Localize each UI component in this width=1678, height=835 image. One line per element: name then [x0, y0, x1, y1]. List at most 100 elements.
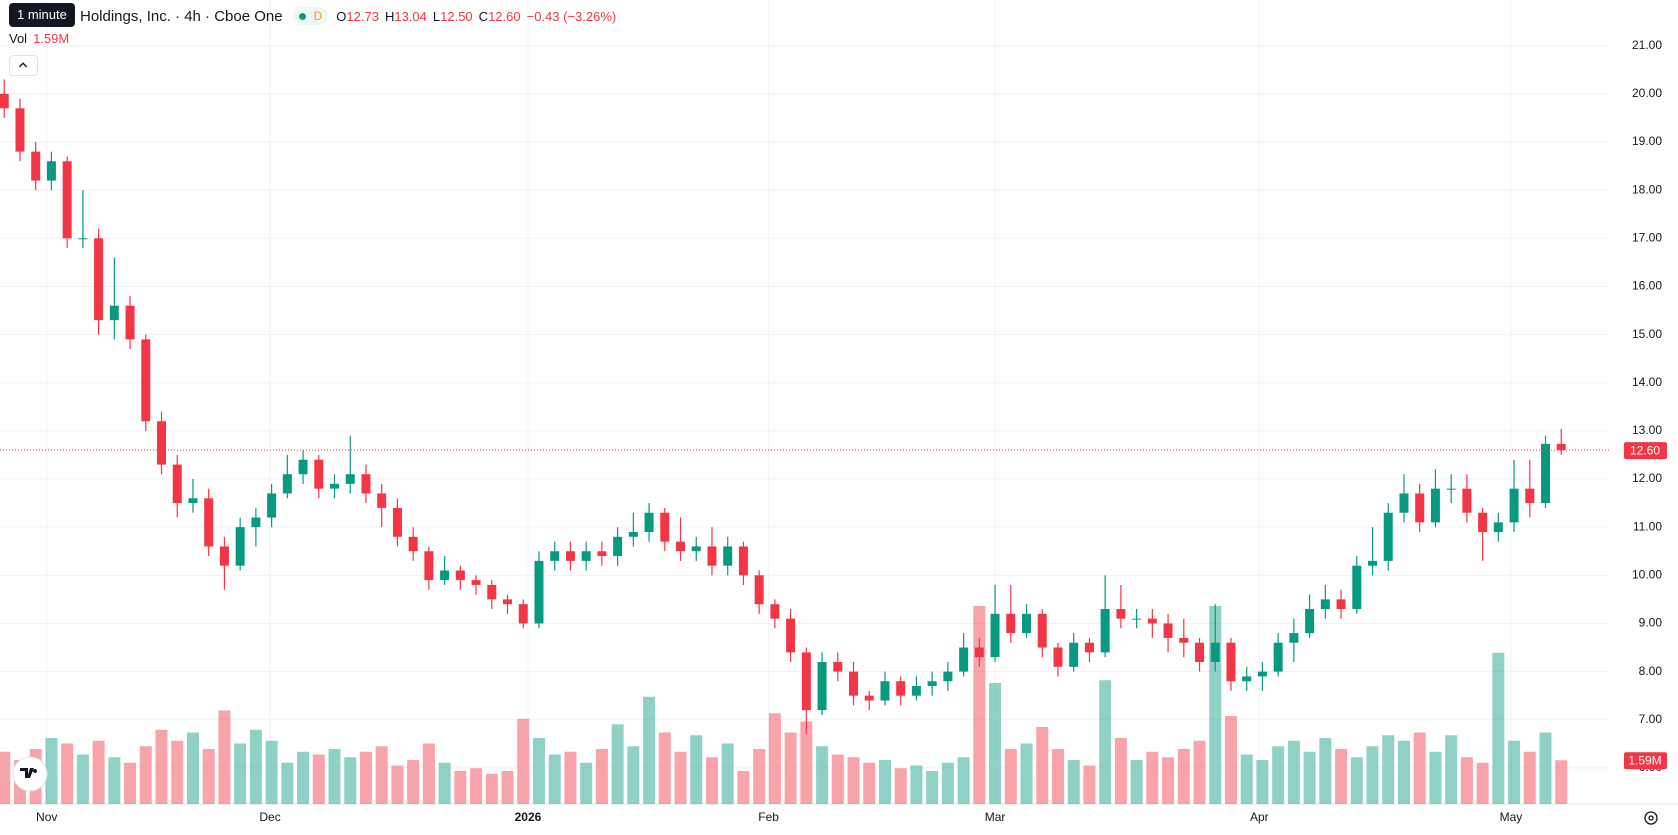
volume-bar: [359, 751, 372, 804]
candle-body: [1163, 623, 1173, 638]
candle-body: [487, 584, 497, 600]
candle-body: [644, 512, 654, 532]
status-badges[interactable]: D: [292, 7, 329, 25]
candle-body: [738, 546, 748, 576]
candle-body: [125, 305, 135, 340]
candle-body: [817, 661, 827, 711]
volume-bar: [186, 732, 199, 804]
volume-bar: [1130, 760, 1143, 804]
candle-body: [46, 161, 56, 181]
symbol-title[interactable]: Holdings, Inc. · 4h · Cboe One: [80, 7, 283, 25]
volume-bar: [800, 721, 813, 804]
volume-bar: [1051, 749, 1064, 804]
candle-body: [0, 93, 9, 109]
candle-body: [676, 541, 686, 552]
y-tick-label: 20.00: [1632, 86, 1662, 100]
volume-bar: [831, 754, 844, 804]
volume-bar: [61, 743, 74, 804]
candle-body: [660, 512, 670, 542]
candle-body: [78, 238, 88, 240]
candle-body: [31, 151, 41, 181]
candle-body: [251, 517, 261, 528]
candle-body: [691, 546, 701, 552]
candle-body: [1478, 512, 1488, 532]
volume-bar: [721, 743, 734, 804]
volume-bar: [218, 710, 231, 804]
volume-bar: [312, 754, 325, 804]
candle-body: [440, 570, 450, 581]
candle-body: [157, 421, 167, 465]
logo-mark: [20, 768, 38, 778]
candle-body: [361, 474, 371, 494]
ohlc-key: L: [432, 8, 441, 24]
candle-body: [471, 580, 481, 585]
candle-body: [723, 546, 733, 566]
volume-bar: [297, 751, 310, 804]
candle-body: [1352, 565, 1362, 610]
volume-bar: [580, 762, 593, 804]
x-tick-label: Dec: [259, 810, 280, 824]
candle-body: [911, 686, 921, 696]
volume-bar: [1397, 740, 1410, 804]
y-tick-label: 14.00: [1632, 375, 1662, 389]
volume-bar: [957, 757, 970, 804]
candle-body: [1242, 676, 1252, 682]
volume-bar: [894, 768, 907, 804]
y-tick-label: 17.00: [1632, 230, 1662, 244]
candle-body: [345, 474, 355, 484]
candle-body: [927, 681, 937, 687]
candle-body: [330, 483, 340, 489]
y-tick-label: 11.00: [1633, 519, 1662, 533]
volume-bar: [753, 749, 766, 804]
market-status-dot: [298, 12, 306, 20]
volume-bar: [281, 762, 294, 804]
candle-body: [1006, 613, 1016, 634]
ohlc-value: 12.60: [488, 8, 521, 24]
volume-bar: [1523, 751, 1536, 804]
volume-bar: [548, 754, 561, 804]
price-change: −0.43 (−3.26%): [526, 8, 617, 24]
candle-body: [974, 647, 984, 658]
volume-bar: [1476, 762, 1489, 804]
volume-bar: [973, 606, 986, 804]
volume-bar: [737, 771, 750, 804]
candle-body: [1179, 637, 1189, 643]
x-tick-label: Mar: [985, 810, 1006, 824]
y-tick-label: 13.00: [1632, 423, 1662, 437]
ohlc-values: O12.73 H13.04 L12.50 C12.60: [336, 9, 520, 24]
volume-bar: [658, 732, 671, 804]
volume-bar: [1067, 760, 1080, 804]
volume-bar: [1335, 749, 1348, 804]
volume-bar: [375, 746, 388, 804]
candle-body: [424, 551, 434, 581]
candle-body: [188, 498, 198, 504]
collapse-button[interactable]: [9, 55, 38, 76]
volume-bar: [1508, 740, 1521, 804]
volume-bar: [816, 746, 829, 804]
candle-body: [754, 575, 764, 605]
volume-bar: [1350, 757, 1363, 804]
volume-badge: [1624, 752, 1667, 770]
volume-bar: [690, 735, 703, 804]
volume-bar: [878, 760, 891, 804]
volume-bar: [1272, 746, 1285, 804]
ohlc-value: 12.50: [440, 8, 473, 24]
volume-bar: [1036, 727, 1049, 804]
y-tick-label: 21.00: [1632, 38, 1662, 52]
candle-body: [503, 599, 513, 605]
volume-bar: [926, 771, 939, 804]
candle-body: [707, 546, 717, 566]
volume-bar: [171, 740, 184, 804]
volume-bar: [611, 724, 624, 804]
volume-bar: [1445, 735, 1458, 804]
candle-body: [1257, 671, 1267, 677]
candle-body: [109, 305, 119, 321]
volume-bar: [328, 749, 341, 804]
ohlc-item: O12.73: [336, 9, 379, 24]
volume-bar: [1114, 738, 1127, 804]
candle-body: [1132, 618, 1142, 620]
candle-body: [1446, 488, 1456, 490]
x-tick-label: May: [1500, 810, 1523, 824]
candle-body: [1069, 642, 1079, 667]
